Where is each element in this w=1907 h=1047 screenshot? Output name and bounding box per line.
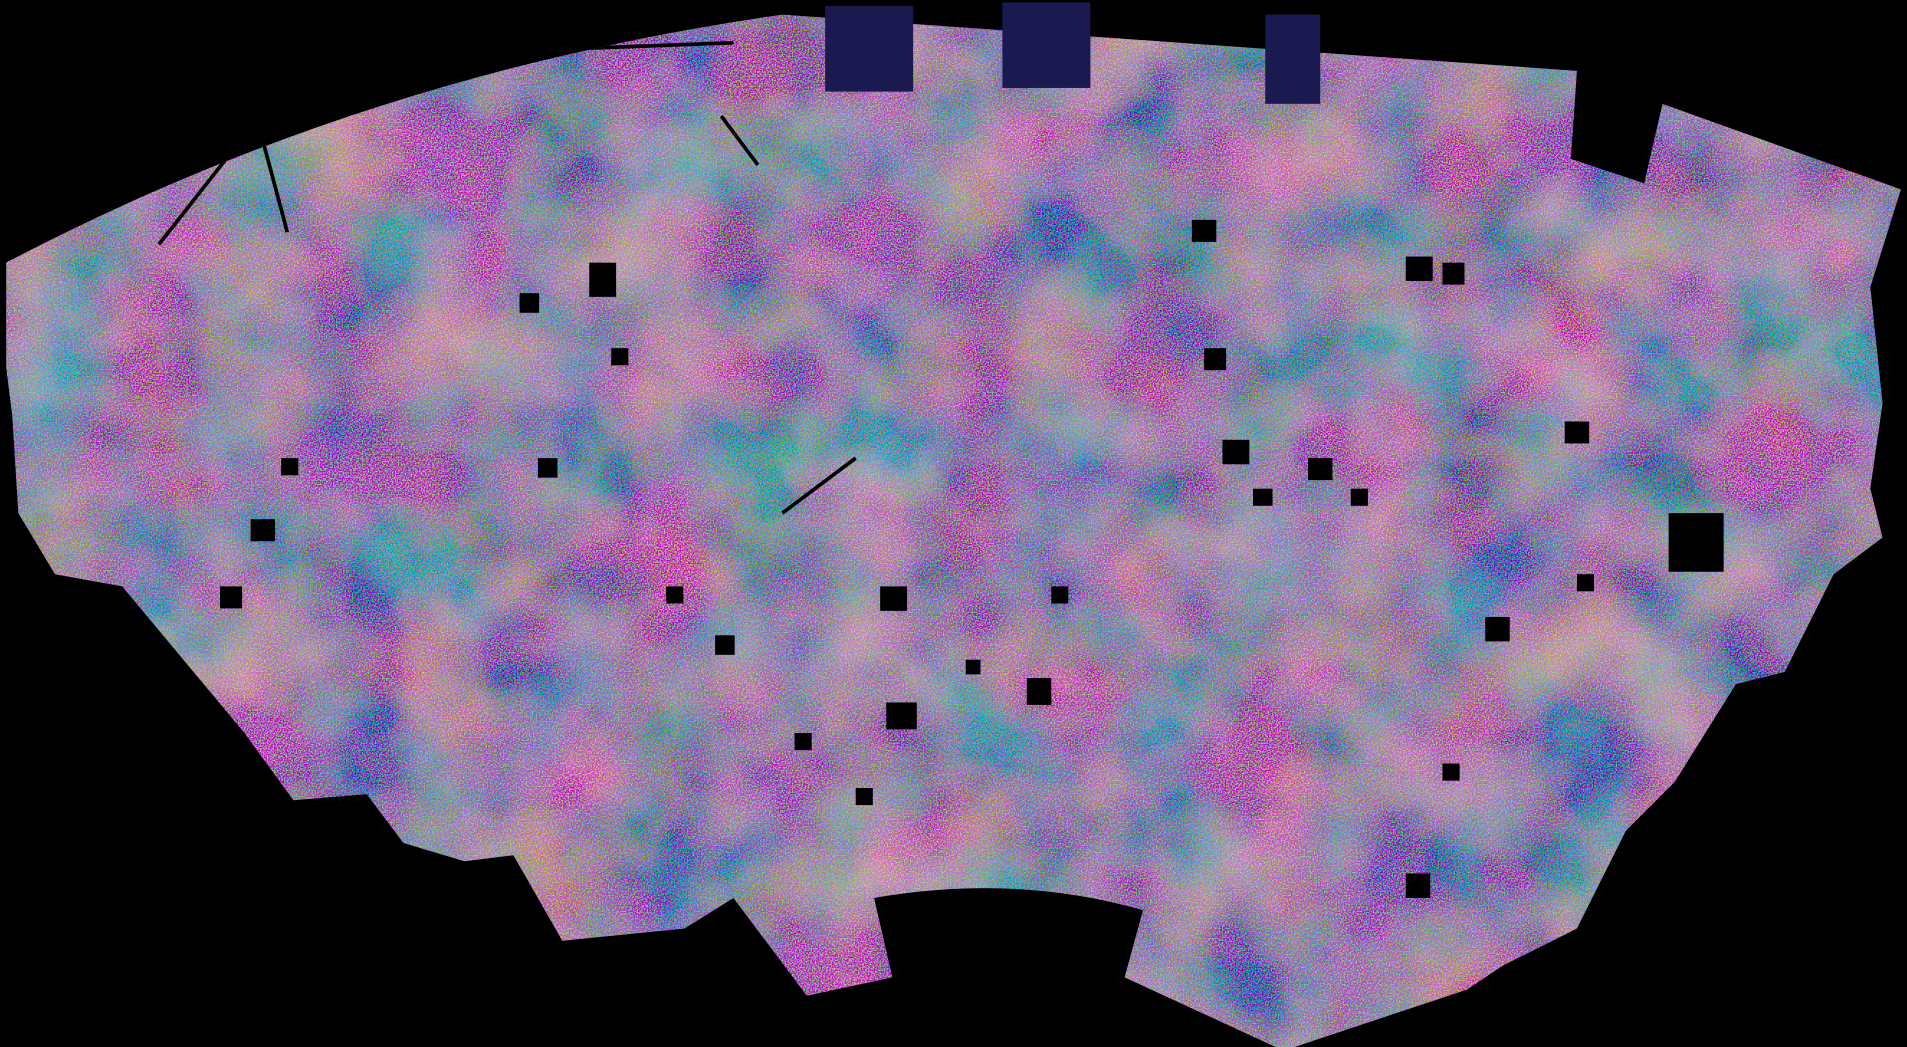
masked-regions — [220, 219, 1724, 898]
empty-fields — [825, 2, 1321, 104]
satellite-trails — [157, 40, 857, 515]
